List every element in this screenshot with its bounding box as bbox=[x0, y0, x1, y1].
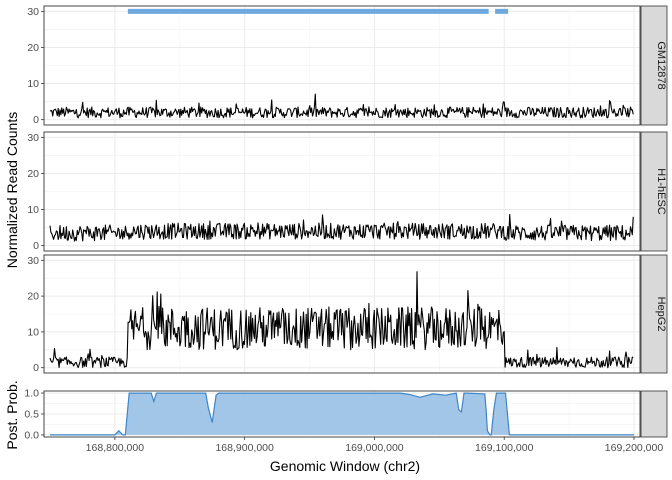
facet-gm12878-y-tick-label: 20 bbox=[27, 42, 39, 54]
facet-gm12878: 0 10 20 30 GM12878 bbox=[27, 5, 668, 126]
x-tick-label: 169,000,000 bbox=[345, 442, 404, 454]
facet-h1-hesc: 0 10 20 30 H1-hESC bbox=[27, 131, 668, 252]
facet-h1-hesc-strip-label: H1-hESC bbox=[655, 168, 667, 215]
facet-h1-hesc-border bbox=[43, 131, 641, 252]
facet-hepg2-strip-label: HepG2 bbox=[655, 297, 667, 332]
facet-gm12878-y-tick-label: 0 bbox=[33, 114, 39, 126]
enriched-region-bar bbox=[127, 8, 489, 14]
posterior-area bbox=[50, 393, 634, 435]
facet-gm12878-border bbox=[43, 5, 641, 126]
posterior-y-tick-label: 1.0 bbox=[24, 388, 39, 400]
posterior-border bbox=[43, 390, 641, 438]
facet-h1-hesc-strip bbox=[640, 131, 668, 252]
x-tick-label: 169,200,000 bbox=[605, 442, 664, 454]
x-tick-label: 168,800,000 bbox=[86, 442, 145, 454]
posterior-y-tick-label: 0.0 bbox=[24, 429, 39, 441]
facet-hepg2-strip bbox=[640, 254, 668, 374]
enriched-region-bar bbox=[495, 8, 509, 14]
facet-panels: 0 10 20 30 GM12878 0 10 20 30 H1-hESC 0 10 20 30 HepG2 bbox=[27, 5, 668, 374]
facet-hepg2-y-tick-label: 10 bbox=[27, 326, 39, 338]
facet-hepg2-y-tick-label: 30 bbox=[27, 255, 39, 267]
facet-hepg2-y-tick-label: 20 bbox=[27, 291, 39, 303]
x-tick-label: 169,100,000 bbox=[475, 442, 534, 454]
facet-hepg2-y-tick-label: 0 bbox=[33, 362, 39, 374]
facet-hepg2-read-count-line bbox=[49, 271, 634, 369]
posterior-line bbox=[50, 392, 634, 436]
facet-h1-hesc-y-tick-label: 0 bbox=[33, 240, 39, 252]
facet-gm12878-strip-label: GM12878 bbox=[655, 41, 667, 89]
x-tick-label: 168,900,000 bbox=[215, 442, 274, 454]
facet-gm12878-strip bbox=[640, 5, 668, 126]
posterior-panel: 0.0 0.5 1.0 bbox=[24, 388, 668, 441]
facet-gm12878-read-count-line bbox=[49, 93, 634, 119]
facet-hepg2-border bbox=[43, 254, 641, 374]
facet-hepg2: 0 10 20 30 HepG2 bbox=[27, 254, 668, 374]
posterior-y-axis-title: Post. Prob. bbox=[4, 380, 20, 449]
facet-h1-hesc-y-tick-label: 30 bbox=[27, 132, 39, 144]
x-axis: 168,800,000 168,900,000 169,000,000 169,100… bbox=[86, 437, 664, 454]
facet-gm12878-y-tick-label: 10 bbox=[27, 78, 39, 90]
facet-h1-hesc-y-tick-label: 10 bbox=[27, 204, 39, 216]
y-axis-title: Normalized Read Counts bbox=[4, 112, 20, 268]
facet-gm12878-y-tick-label: 30 bbox=[27, 6, 39, 18]
x-axis-title: Genomic Window (chr2) bbox=[270, 458, 420, 474]
facet-h1-hesc-y-tick-label: 20 bbox=[27, 168, 39, 180]
posterior-y-tick-label: 0.5 bbox=[24, 409, 39, 421]
facet-h1-hesc-read-count-line bbox=[49, 213, 634, 242]
posterior-strip bbox=[640, 390, 668, 438]
